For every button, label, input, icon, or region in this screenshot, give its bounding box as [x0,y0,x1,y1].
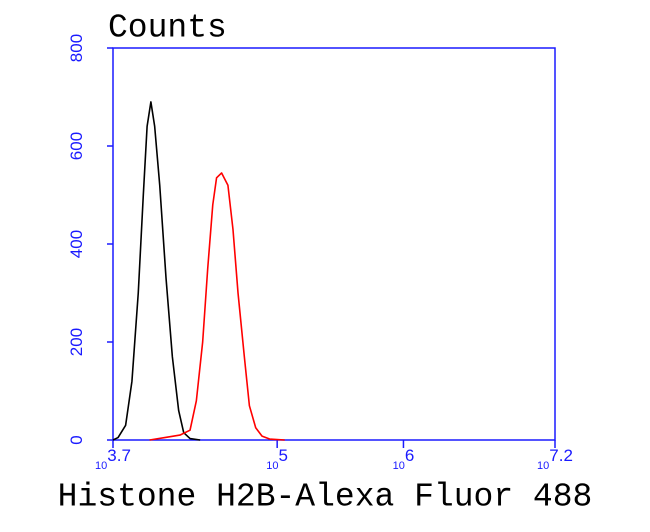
plot-frame [112,47,556,441]
histogram-line [149,172,285,441]
y-tick-label: 200 [67,328,86,356]
log-base: 10 [95,460,107,472]
y-tick-label: 0 [67,435,86,444]
x-tick-label: 103.7 [95,446,131,472]
log-base: 10 [537,460,549,472]
chart-title: Counts [108,10,227,47]
exponent: 7.2 [549,446,573,465]
y-tick-label: 800 [67,34,86,62]
log-base: 10 [266,460,278,472]
x-axis-label: Histone H2B-Alexa Fluor 488 [58,479,593,516]
log-base: 10 [393,460,405,472]
exponent: 3.7 [107,446,131,465]
x-tick-label: 107.2 [537,446,573,472]
exponent: 5 [279,446,288,465]
y-tick-label: 600 [67,132,86,160]
x-tick-label: 106 [393,446,415,472]
x-tick-label: 105 [266,446,288,472]
exponent: 6 [405,446,414,465]
histogram-line [112,101,201,441]
y-tick-label: 400 [67,230,86,258]
